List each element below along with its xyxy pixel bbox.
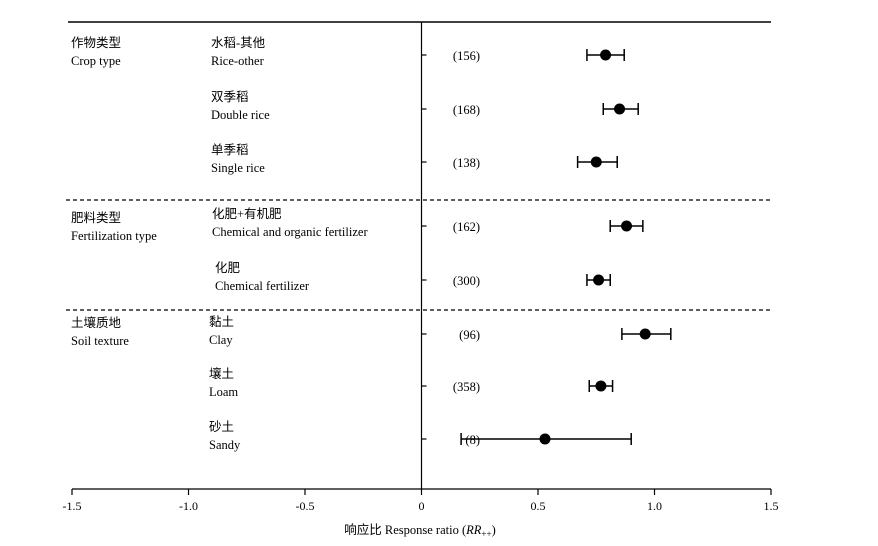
x-tick-label: -1.0 <box>179 499 198 513</box>
category-label-cn: 砂土 <box>209 420 234 434</box>
mean-point <box>614 103 626 115</box>
mean-point <box>590 156 602 168</box>
x-tick-label: 0.5 <box>531 499 546 513</box>
category-label-cn: 双季稻 <box>211 90 249 104</box>
sample-count: (96) <box>459 328 480 342</box>
sample-count: (300) <box>453 274 480 288</box>
category-label-cn: 壤土 <box>209 366 234 381</box>
group-label-cn: 土壤质地 <box>71 315 122 330</box>
group-label-cn: 作物类型 <box>71 36 121 50</box>
category-label-en: Chemical and organic fertilizer <box>212 225 368 239</box>
sample-count: (156) <box>453 49 480 63</box>
x-tick-label: 1.5 <box>764 499 779 513</box>
sample-count: (138) <box>453 156 480 170</box>
sample-count: (358) <box>453 380 480 394</box>
category-label-cn: 水稻-其他 <box>211 36 266 50</box>
category-label-cn: 化肥 <box>215 261 241 275</box>
x-tick-label: 0 <box>419 499 425 513</box>
group-label-en: Fertilization type <box>71 229 157 243</box>
category-label-en: Single rice <box>211 161 265 175</box>
category-label-en: Rice-other <box>211 54 265 68</box>
mean-point <box>593 274 605 286</box>
group-label-en: Soil texture <box>71 334 129 348</box>
sample-count: (168) <box>453 103 480 117</box>
mean-point <box>539 433 551 445</box>
category-label-en: Chemical fertilizer <box>215 279 310 293</box>
category-label-en: Loam <box>209 385 238 399</box>
x-tick-label: 1.0 <box>647 499 662 513</box>
mean-point <box>621 220 633 232</box>
sample-count: (162) <box>453 220 480 234</box>
category-label-cn: 化肥+有机肥 <box>212 207 282 221</box>
category-label-en: Sandy <box>209 438 241 452</box>
mean-point <box>639 328 651 340</box>
group-label-en: Crop type <box>71 54 121 68</box>
category-label-cn: 单季稻 <box>211 143 249 157</box>
category-label-cn: 黏土 <box>209 315 234 329</box>
mean-point <box>595 380 607 392</box>
sample-count: (8) <box>465 433 480 447</box>
mean-point <box>600 49 612 61</box>
category-label-en: Clay <box>209 333 233 347</box>
group-label-cn: 肥料类型 <box>71 211 121 225</box>
category-label-en: Double rice <box>211 108 270 122</box>
x-axis-label: 响应比 Response ratio (RR++) <box>344 522 495 539</box>
x-tick-label: -1.5 <box>63 499 82 513</box>
x-tick-label: -0.5 <box>296 499 315 513</box>
